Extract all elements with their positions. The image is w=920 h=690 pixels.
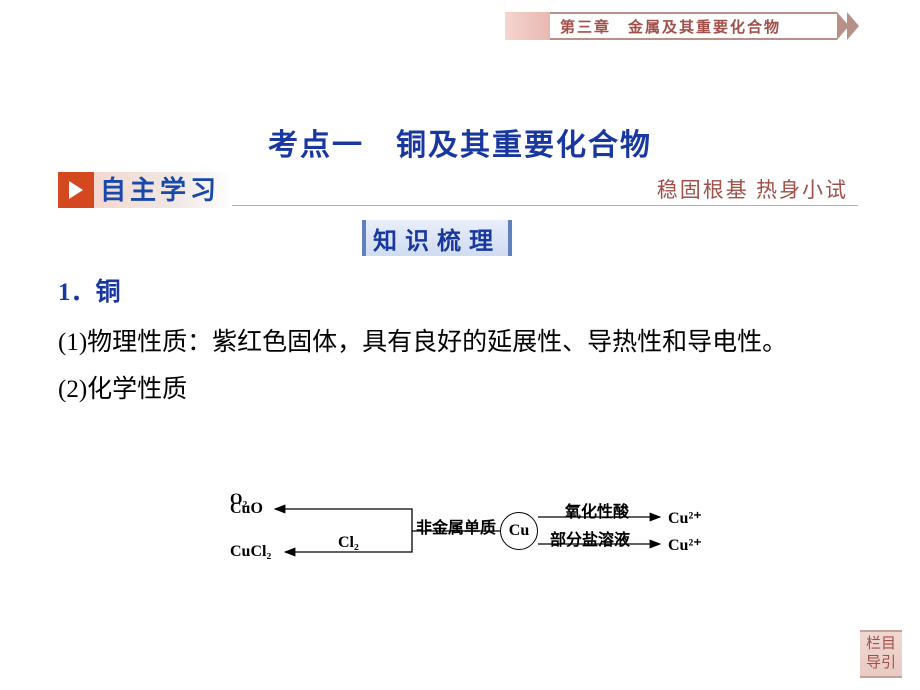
self-study-subtitle: 稳固根基 热身小试 (657, 174, 848, 204)
section-heading: 1．铜 (58, 270, 868, 316)
diagram-right-bottom-label: 部分盐溶液 (550, 526, 630, 550)
diagram-center-text: Cu (509, 522, 529, 540)
chapter-label: 第三章 金属及其重要化合物 (560, 16, 781, 37)
self-study-line: 稳固根基 热身小试 (232, 172, 858, 208)
self-study-label: 自主学习 (94, 172, 232, 208)
diagram-right-top-label: 氧化性酸 (565, 498, 629, 522)
diagram-left-top-reagent: O₂ (230, 491, 247, 509)
diagram-left-bottom-reagent: Cl₂ (338, 534, 359, 552)
diagram-left-bottom-product: CuCl₂ (230, 543, 271, 561)
diagram-right-bottom-product: Cu²⁺ (668, 535, 702, 555)
chapter-tab: 第三章 金属及其重要化合物 (505, 12, 865, 40)
diagram-center-node: Cu (500, 512, 538, 550)
diagram-center-label: 非金属单质 (416, 514, 496, 538)
reaction-diagram: CuO O₂ CuCl₂ Cl₂ 非金属单质 Cu 氧化性酸 Cu²⁺ 部分盐溶… (230, 484, 710, 574)
content-body: 1．铜 (1)物理性质：紫红色固体，具有良好的延展性、导热性和导电性。 (2)化… (58, 270, 868, 413)
paragraph: (2)化学性质 (58, 367, 868, 413)
diagram-right-top-product: Cu²⁺ (668, 508, 702, 528)
knowledge-box: 知识梳理 (362, 220, 512, 256)
nav-button[interactable]: 栏目 导引 (860, 630, 902, 678)
page-title: 考点一 铜及其重要化合物 (0, 120, 920, 164)
self-study-bar: 自主学习 稳固根基 热身小试 (58, 172, 858, 208)
play-icon (58, 172, 94, 208)
nav-line1: 栏目 (866, 635, 896, 655)
paragraph: (1)物理性质：紫红色固体，具有良好的延展性、导热性和导电性。 (58, 320, 868, 366)
chevron-right-icon (837, 12, 865, 40)
chapter-tab-decor (505, 12, 550, 40)
nav-line2: 导引 (866, 654, 896, 674)
chapter-tab-body: 第三章 金属及其重要化合物 (550, 12, 837, 40)
knowledge-box-label: 知识梳理 (373, 221, 501, 256)
